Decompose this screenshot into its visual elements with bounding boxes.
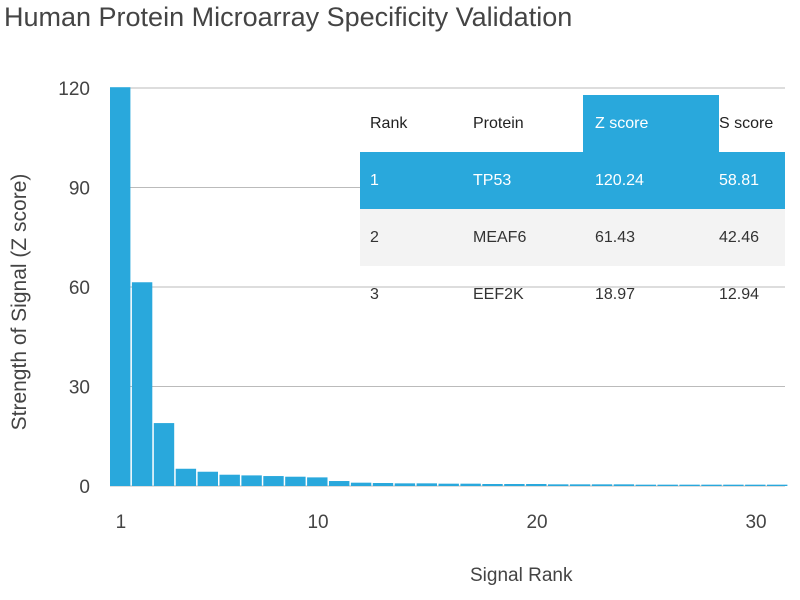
bar xyxy=(591,484,613,486)
cell-protein: EEF2K xyxy=(473,285,524,303)
bar xyxy=(350,482,372,486)
table-row: 3 EEF2K 18.97 12.94 xyxy=(360,266,785,323)
cell-s-score: 58.81 xyxy=(719,171,760,189)
cell-z-score: 120.24 xyxy=(595,171,644,189)
y-tick-label: 30 xyxy=(69,378,90,399)
bar xyxy=(153,423,175,486)
header-z-score: Z score xyxy=(583,95,719,152)
bar xyxy=(307,477,328,486)
header-rank: Rank xyxy=(370,114,408,132)
cell-protein: TP53 xyxy=(473,171,512,189)
bar xyxy=(416,483,437,486)
bar xyxy=(635,484,656,486)
x-tick-label: 20 xyxy=(526,512,547,533)
x-tick-label: 30 xyxy=(745,512,766,533)
x-tick-label: 1 xyxy=(116,512,127,533)
bar xyxy=(548,484,569,486)
bar xyxy=(526,484,547,486)
table-row: 1 TP53 120.24 58.81 xyxy=(360,152,785,209)
bar xyxy=(569,484,591,486)
bar xyxy=(723,484,744,486)
bar xyxy=(372,483,394,486)
bar xyxy=(329,481,350,486)
bar xyxy=(285,476,306,486)
cell-z-score: 61.43 xyxy=(595,228,636,246)
bar xyxy=(438,483,459,486)
y-tick-label: 120 xyxy=(58,79,90,100)
y-tick-label: 0 xyxy=(79,477,90,498)
cell-rank: 1 xyxy=(370,171,379,189)
bar xyxy=(197,471,218,486)
bar xyxy=(241,475,262,486)
bar xyxy=(504,484,525,486)
x-axis-label: Signal Rank xyxy=(470,565,573,586)
y-tick-label: 90 xyxy=(69,179,90,200)
bar xyxy=(482,484,503,486)
chart-title: Human Protein Microarray Specificity Val… xyxy=(4,2,573,32)
header-protein: Protein xyxy=(473,114,524,132)
cell-z-score: 18.97 xyxy=(595,285,636,303)
bar xyxy=(767,484,788,486)
header-s-score: S score xyxy=(719,114,774,132)
cell-protein: MEAF6 xyxy=(473,228,527,246)
bar xyxy=(394,483,416,486)
cell-s-score: 12.94 xyxy=(719,285,760,303)
bar xyxy=(110,87,131,486)
score-table: Rank Protein Z score S score 1 TP53 120.… xyxy=(360,95,785,323)
table-header: Rank Protein Z score S score xyxy=(360,95,785,152)
table-row: 2 MEAF6 61.43 42.46 xyxy=(360,209,785,266)
bar xyxy=(679,484,700,486)
bar xyxy=(613,484,635,486)
bar xyxy=(219,474,240,486)
bar xyxy=(701,484,722,486)
cell-rank: 3 xyxy=(370,285,379,303)
cell-s-score: 42.46 xyxy=(719,228,760,246)
bar xyxy=(131,282,153,486)
x-tick-label: 10 xyxy=(307,512,328,533)
cell-rank: 2 xyxy=(370,228,379,246)
bar xyxy=(745,484,766,486)
bar xyxy=(657,484,678,486)
bar xyxy=(263,476,284,486)
y-tick-label: 60 xyxy=(69,278,90,299)
bar xyxy=(460,483,481,486)
bar xyxy=(175,468,197,486)
